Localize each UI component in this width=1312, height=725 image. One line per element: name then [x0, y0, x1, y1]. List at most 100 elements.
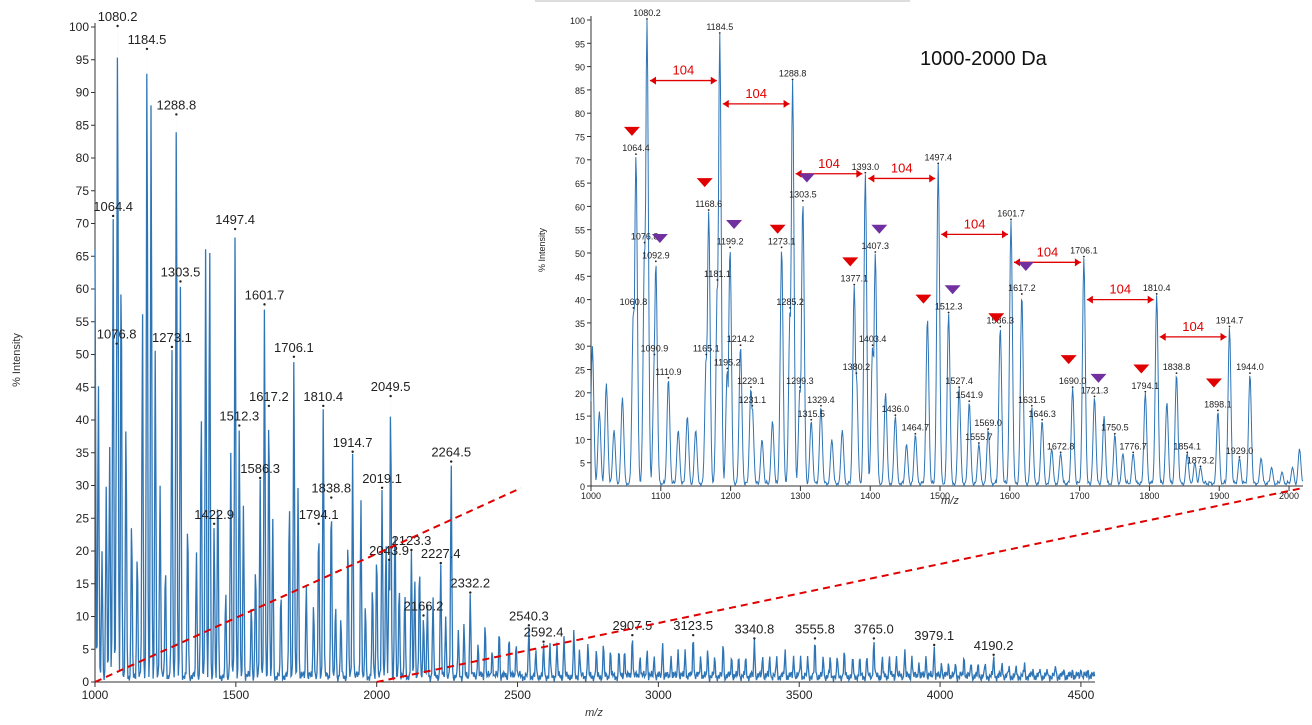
peak-dot: [1041, 418, 1044, 421]
spacing-arrow-label: 104: [1182, 319, 1204, 334]
x-tick-label: 1700: [1070, 491, 1090, 501]
x-tick-label: 3500: [786, 688, 813, 702]
peak-dot: [864, 171, 867, 174]
spacing-arrow-head-right: [1002, 230, 1009, 239]
peak-dot: [631, 633, 634, 637]
peak-dot: [1113, 432, 1116, 435]
peak-dot: [739, 344, 742, 347]
peak-dot: [1186, 451, 1189, 454]
peak-dot: [978, 442, 980, 444]
x-tick-label: 1900: [1209, 491, 1229, 501]
peak-dot: [635, 153, 637, 156]
peak-label: 1110.9: [655, 367, 681, 377]
peak-label: 1464.7: [902, 423, 930, 433]
y-tick-label: 100: [570, 16, 585, 26]
peak-dot: [292, 355, 296, 358]
red-triangle-marker: [1205, 378, 1222, 388]
y-tick-label: 50: [575, 249, 585, 259]
peak-label: 1076.8: [631, 232, 659, 242]
y-tick-label: 45: [575, 272, 585, 282]
peak-label: 1092.9: [642, 250, 670, 260]
peak-dot: [527, 624, 531, 627]
peak-label: 1184.5: [706, 22, 733, 32]
peak-label: 2592.4: [524, 625, 564, 640]
peak-label: 1750.5: [1101, 423, 1129, 433]
spacing-arrow-head-left: [649, 76, 656, 85]
peak-label: 1329.4: [807, 395, 835, 405]
peak-dot: [322, 404, 325, 408]
inset-y-axis-label: % Intensity: [537, 227, 547, 272]
main-spectrum-chart: 0510152025303540455055606570758085909510…: [11, 9, 1096, 719]
peak-dot: [855, 372, 858, 375]
peak-dot: [267, 404, 271, 408]
inset-spacing-arrows: 104 104 104 104 104 104 104 104: [649, 63, 1227, 341]
peak-label: 1403.4: [859, 334, 887, 344]
peak-dot: [170, 345, 174, 349]
peak-dot: [707, 209, 710, 211]
peak-dot: [179, 280, 182, 283]
y-tick-label: 20: [575, 389, 585, 399]
x-tick-label: 2000: [1279, 491, 1299, 501]
spectrum-line: [590, 19, 1304, 488]
peak-label: 2227.4: [421, 546, 461, 561]
peak-label: 1288.8: [779, 69, 807, 79]
peak-dot: [258, 476, 262, 480]
peak-dot: [387, 558, 391, 562]
peak-label: 1229.1: [737, 376, 765, 386]
peak-label: 1555.7: [965, 432, 993, 442]
y-tick-label: 70: [76, 217, 90, 231]
x-tick-label: 1000: [581, 491, 601, 501]
x-tick-label: 2000: [363, 688, 390, 702]
peak-dot: [894, 414, 897, 416]
peak-label: 1285.2: [776, 297, 804, 307]
peak-label: 1929.0: [1226, 446, 1254, 456]
peak-dot: [1144, 390, 1147, 393]
peak-dot: [449, 460, 453, 463]
peak-dot: [1155, 293, 1158, 295]
peak-dot: [654, 260, 657, 263]
peak-dot: [410, 548, 413, 552]
peak-dot: [872, 637, 876, 640]
peak-label: 1273.1: [768, 236, 796, 246]
spacing-arrow-head-left: [941, 230, 948, 239]
inset-background: [532, 0, 1312, 510]
peak-label: 2049.5: [371, 379, 411, 394]
y-tick-label: 95: [76, 53, 90, 67]
peak-label: 1586.3: [986, 316, 1014, 326]
peak-label: 1794.1: [299, 507, 339, 522]
peak-label: 1497.4: [215, 212, 255, 227]
peak-label: 1377.1: [840, 274, 868, 284]
peak-label: 1393.0: [852, 162, 880, 172]
y-tick-label: 35: [575, 319, 585, 329]
peak-dot: [469, 591, 472, 594]
peak-label: 2123.3: [392, 533, 432, 548]
peak-dot: [968, 400, 971, 403]
x-tick-label: 1800: [1139, 491, 1159, 501]
red-triangle-marker: [1133, 364, 1150, 374]
spacing-arrow-label: 104: [1037, 244, 1059, 259]
peak-dot: [810, 418, 813, 421]
red-triangle-marker: [842, 257, 859, 267]
peak-dot: [212, 522, 216, 525]
y-tick-label: 10: [76, 610, 90, 624]
red-triangle-marker: [696, 178, 713, 188]
purple-triangle-marker: [651, 234, 668, 244]
peak-dot: [716, 279, 719, 281]
peak-dot: [542, 640, 545, 643]
peak-label: 1854.1: [1173, 441, 1201, 451]
peak-dot: [780, 246, 783, 249]
inset-range-title: 1000-2000 Da: [920, 48, 1048, 70]
peak-dot: [1093, 395, 1096, 398]
spacing-arrow-head-right: [710, 76, 717, 85]
red-triangle-marker: [623, 126, 640, 136]
peak-dot: [116, 24, 119, 28]
peak-dot: [1175, 372, 1178, 375]
peak-dot: [937, 162, 940, 165]
purple-triangle-marker: [944, 285, 961, 295]
inset-spectrum-trace: [590, 19, 1304, 488]
peak-dot: [439, 561, 442, 565]
main-y-axis-label: % Intensity: [11, 333, 23, 387]
x-tick-label: 1100: [651, 491, 670, 501]
peak-label: 1838.8: [1163, 362, 1191, 372]
